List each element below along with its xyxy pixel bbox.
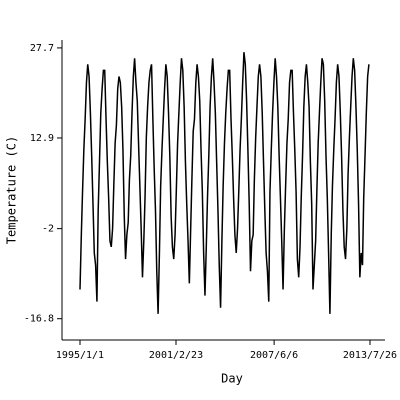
y-tick-label: -16.8 (24, 314, 54, 325)
x-axis-label: Day (221, 372, 243, 386)
y-tick-label: -2 (42, 224, 54, 235)
x-tick-label: 2013/7/26 (343, 350, 397, 361)
y-tick-label: 12.9 (30, 133, 54, 144)
y-tick-label: 27.7 (30, 43, 54, 54)
x-tick-label: 2007/6/6 (250, 350, 298, 361)
y-axis-label: Temperature (C) (5, 136, 19, 244)
data-line (79, 52, 370, 314)
x-tick-label: 1995/1/1 (56, 350, 104, 361)
x-tick-label: 2001/2/23 (149, 350, 203, 361)
